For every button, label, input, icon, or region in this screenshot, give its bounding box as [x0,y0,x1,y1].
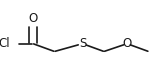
Text: O: O [122,37,132,50]
Text: Cl: Cl [0,37,10,50]
Text: O: O [28,12,38,25]
Text: S: S [79,37,86,50]
